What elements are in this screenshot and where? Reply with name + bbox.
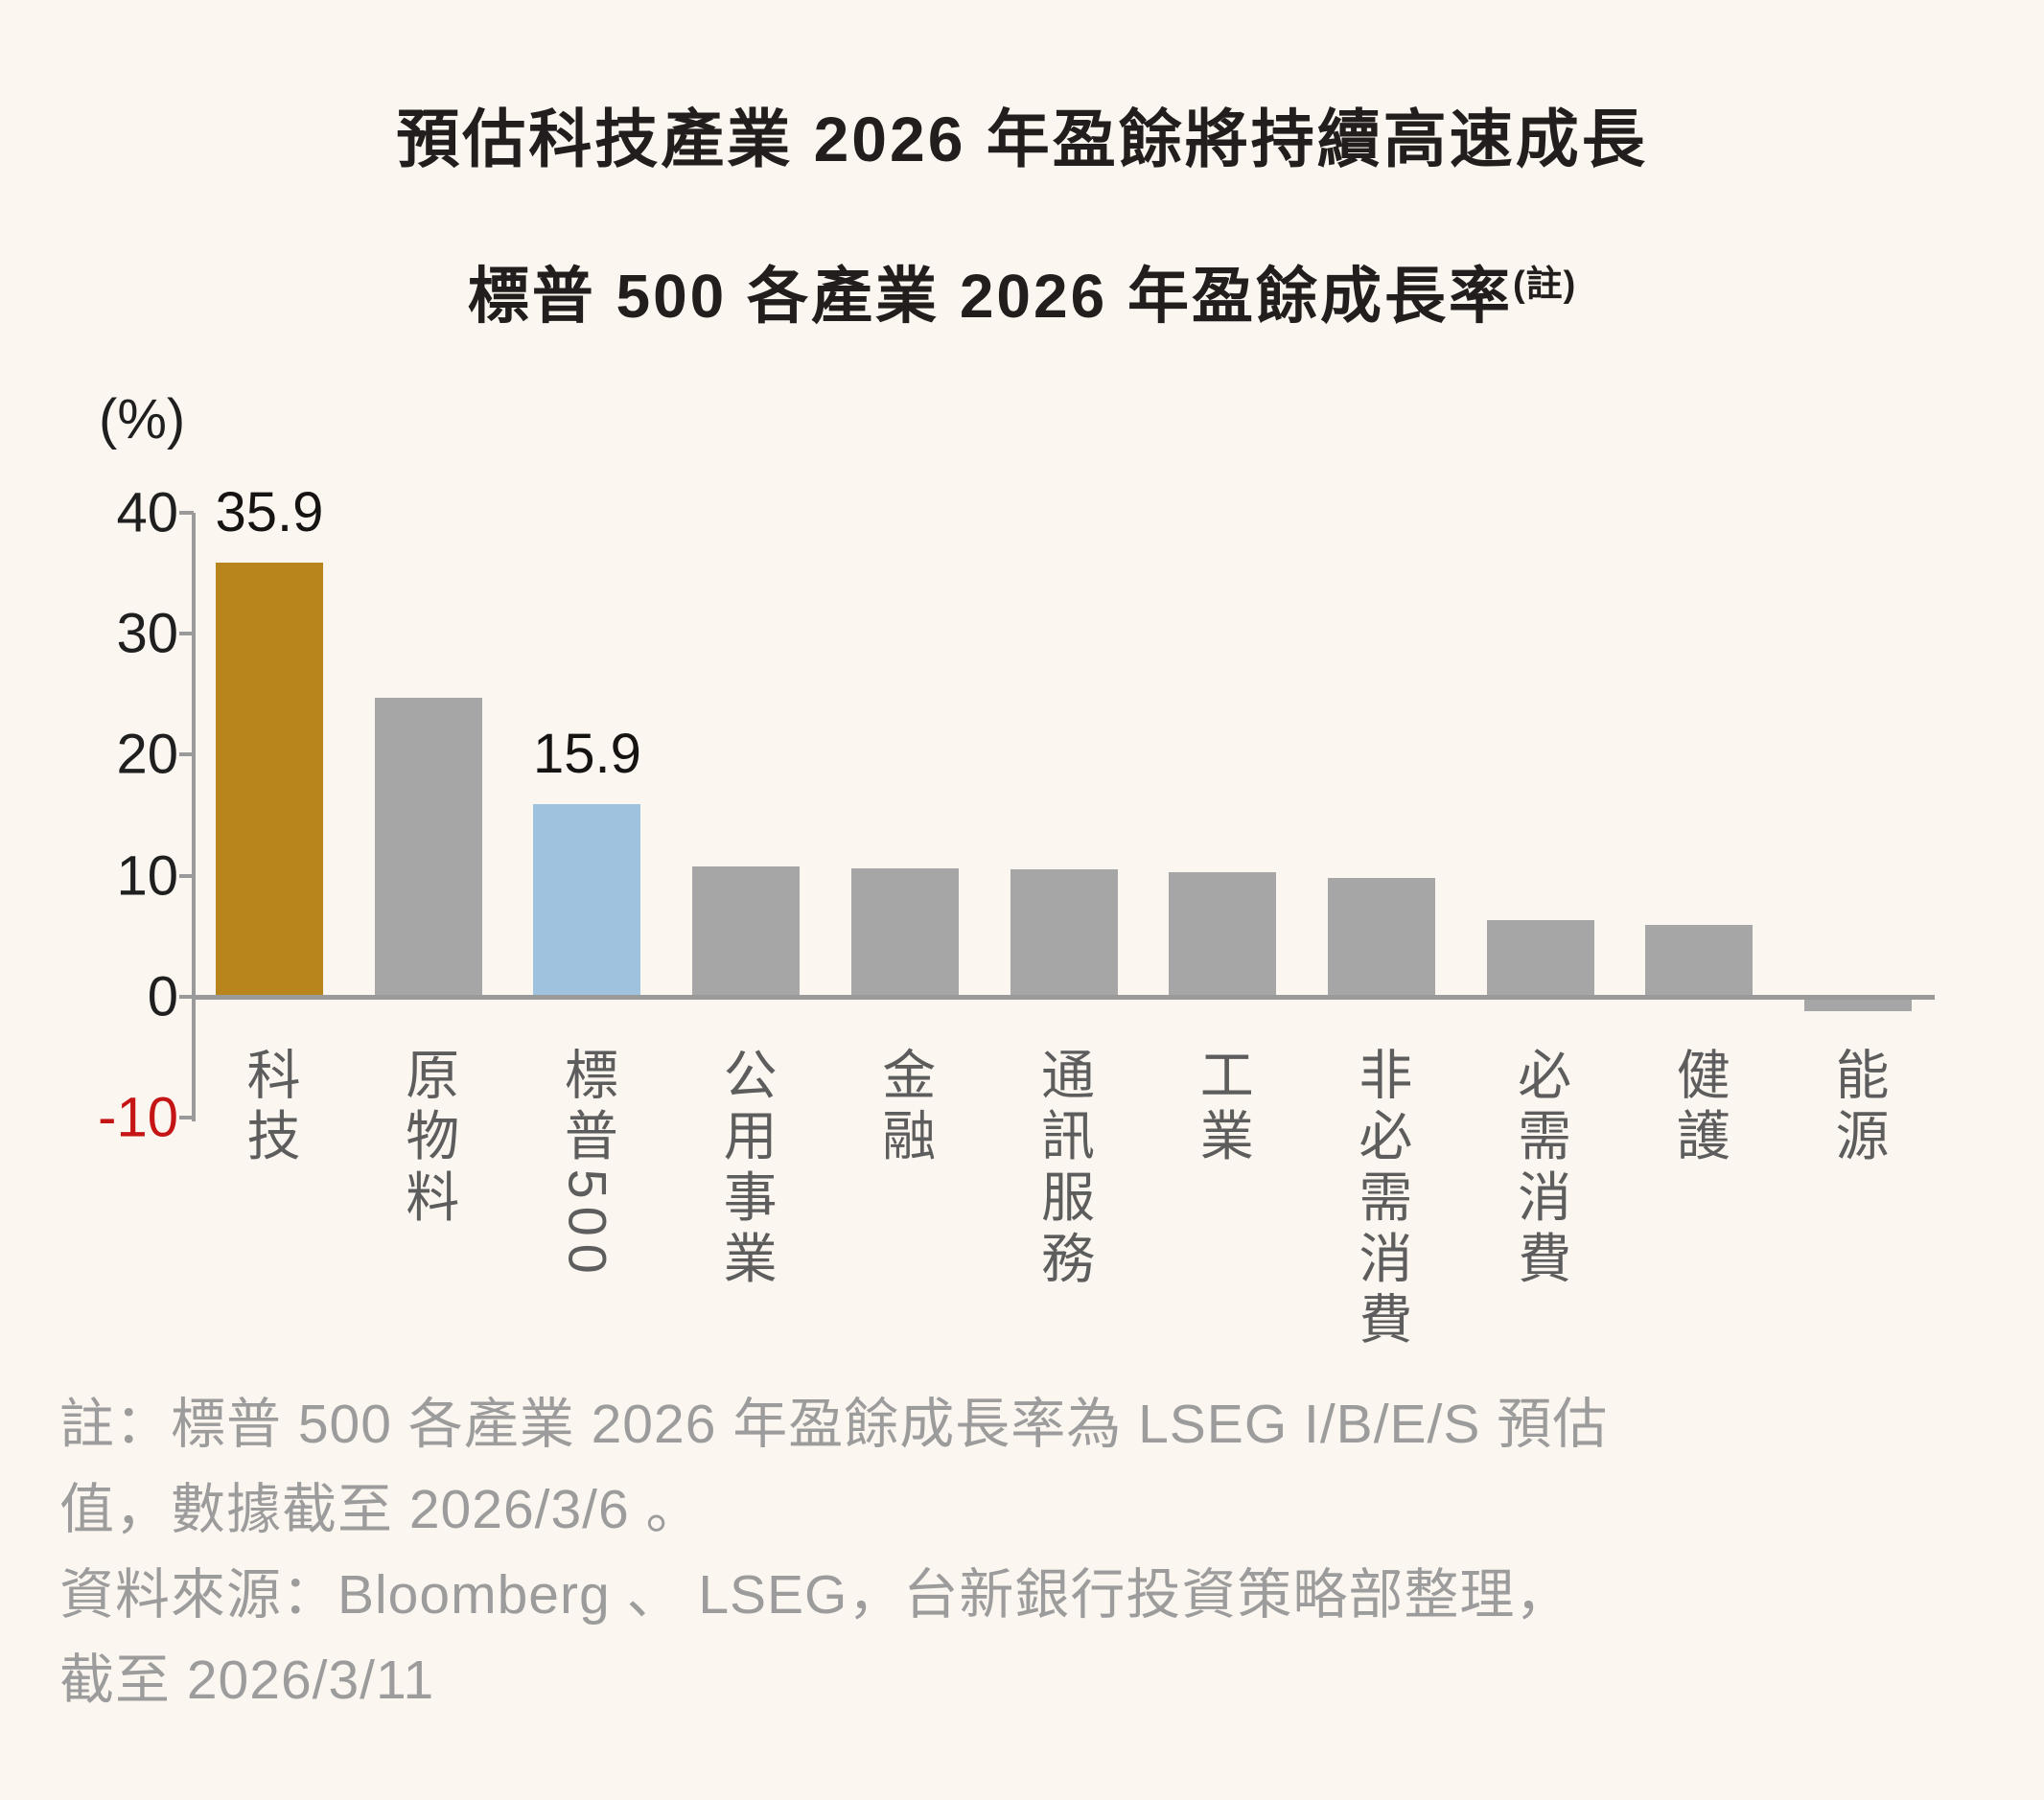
bar-金融 <box>850 868 959 997</box>
y-axis-tick <box>179 632 194 636</box>
footnote-line: 值，數據截至 2026/3/6 。 <box>59 1479 702 1540</box>
bar-通訊服務 <box>1010 869 1118 997</box>
bar-工業 <box>1169 871 1277 997</box>
chart-subtitle-text: 標普 500 各產業 2026 年盈餘成長率 <box>467 262 1513 331</box>
x-axis-category-label: 能源 <box>1828 1047 1889 1169</box>
y-axis-tick <box>179 1116 194 1120</box>
y-axis-tick-label: 0 <box>147 965 178 1028</box>
footnote-block: 註：標普 500 各產業 2026 年盈餘成長率為 LSEG I/B/E/S 預… <box>59 1382 1608 1723</box>
x-axis-category-label: 科技 <box>240 1047 300 1169</box>
bar-健護 <box>1645 925 1754 997</box>
x-axis-category-label: 必需消費 <box>1510 1047 1571 1292</box>
footnote-line: 截至 2026/3/11 <box>59 1650 435 1711</box>
y-axis-line <box>192 512 196 1122</box>
bar-標普500 <box>533 804 641 997</box>
x-axis-category-label: 金融 <box>874 1047 936 1169</box>
footnote-line: 註：標普 500 各產業 2026 年盈餘成長率為 LSEG I/B/E/S 預… <box>59 1394 1609 1455</box>
y-axis-tick <box>179 510 194 515</box>
y-axis-unit-label: (%) <box>99 388 186 450</box>
x-axis-category-label: 非必需消費 <box>1351 1047 1412 1353</box>
y-axis-tick-label: -10 <box>98 1086 178 1149</box>
x-axis-category-label: 健護 <box>1669 1047 1730 1169</box>
bar-能源 <box>1804 997 1912 1012</box>
bar-原物料 <box>374 698 482 997</box>
y-axis-tick-label: 30 <box>116 602 178 665</box>
y-axis-tick-label: 40 <box>116 481 178 544</box>
y-axis-tick <box>179 752 194 757</box>
y-axis-tick <box>179 873 194 878</box>
footnote-line: 資料來源：Bloomberg 、 LSEG，台新銀行投資策略部整理， <box>59 1564 1571 1626</box>
y-axis-tick-label: 10 <box>116 844 178 908</box>
x-axis-category-label: 原物料 <box>398 1047 459 1231</box>
bar-科技 <box>216 562 323 997</box>
x-axis-line <box>192 995 1935 1000</box>
chart-subtitle: 標普 500 各產業 2026 年盈餘成長率(註) <box>0 247 2044 335</box>
bar-value-label: 35.9 <box>215 480 324 543</box>
x-axis-category-label: 公用事業 <box>716 1047 778 1292</box>
x-axis-category-label: 標普500 <box>557 1047 618 1281</box>
bar-必需消費 <box>1486 920 1594 997</box>
bar-公用事業 <box>692 865 801 997</box>
y-axis-tick <box>179 995 194 999</box>
chart-title: 預估科技產業 2026 年盈餘將持續高速成長 <box>396 104 1648 174</box>
bar-value-label: 15.9 <box>532 723 641 786</box>
y-axis-tick-label: 20 <box>116 723 178 786</box>
x-axis-category-label: 通訊服務 <box>1034 1047 1095 1292</box>
x-axis-category-label: 工業 <box>1193 1047 1254 1169</box>
subtitle-note-marker: (註) <box>1512 265 1577 305</box>
bar-非必需消費 <box>1327 878 1435 997</box>
